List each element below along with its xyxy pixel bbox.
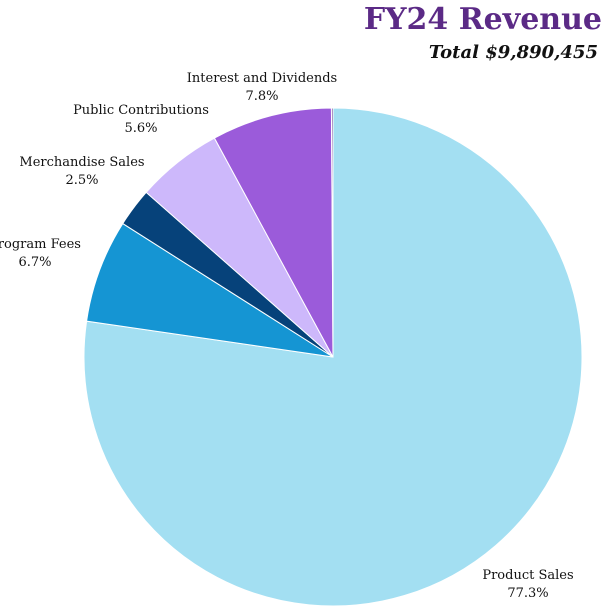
slice-label-merchandise-sales: Merchandise Sales	[19, 155, 144, 170]
pie-slice-interest-and-dividends	[213, 107, 334, 358]
slice-percent-public-contributions: 5.6%	[124, 121, 157, 136]
slice-percent-interest-and-dividends: 7.8%	[245, 89, 278, 104]
slice-percent-merchandise-sales: 2.5%	[65, 173, 98, 188]
chart-subtitle: Total $9,890,455	[428, 42, 598, 63]
slice-label-interest-and-dividends: Interest and Dividends	[187, 71, 337, 86]
slice-label-program-fees: Program Fees	[0, 237, 81, 252]
slice-percent-program-fees: 6.7%	[18, 255, 51, 270]
slice-label-product-sales: Product Sales	[482, 568, 573, 583]
slice-label-public-contributions: Public Contributions	[73, 103, 209, 118]
pie-slice-other	[330, 107, 334, 358]
chart-title: FY24 Revenue	[363, 2, 602, 37]
slice-percent-product-sales: 77.3%	[507, 586, 548, 601]
